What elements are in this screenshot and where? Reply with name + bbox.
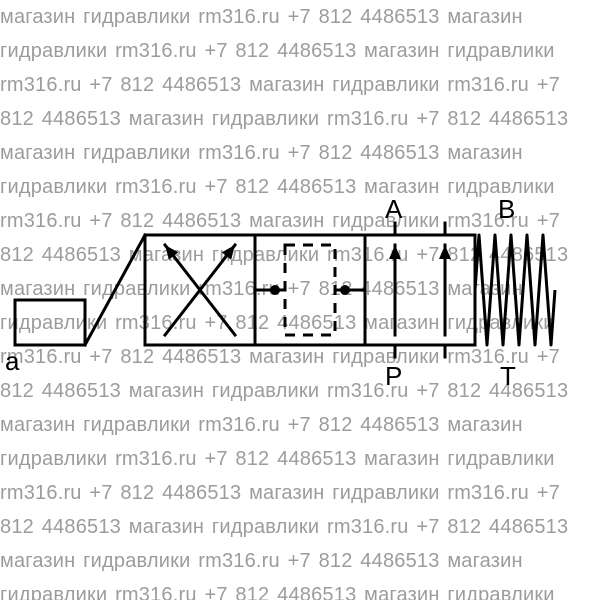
- port-label-T: T: [500, 361, 516, 391]
- port-label-a: a: [5, 346, 20, 376]
- port-label-A: A: [385, 194, 403, 224]
- port-label-P: P: [385, 361, 402, 391]
- port-label-B: B: [498, 194, 515, 224]
- valve-schematic: A B P Ta: [0, 0, 600, 600]
